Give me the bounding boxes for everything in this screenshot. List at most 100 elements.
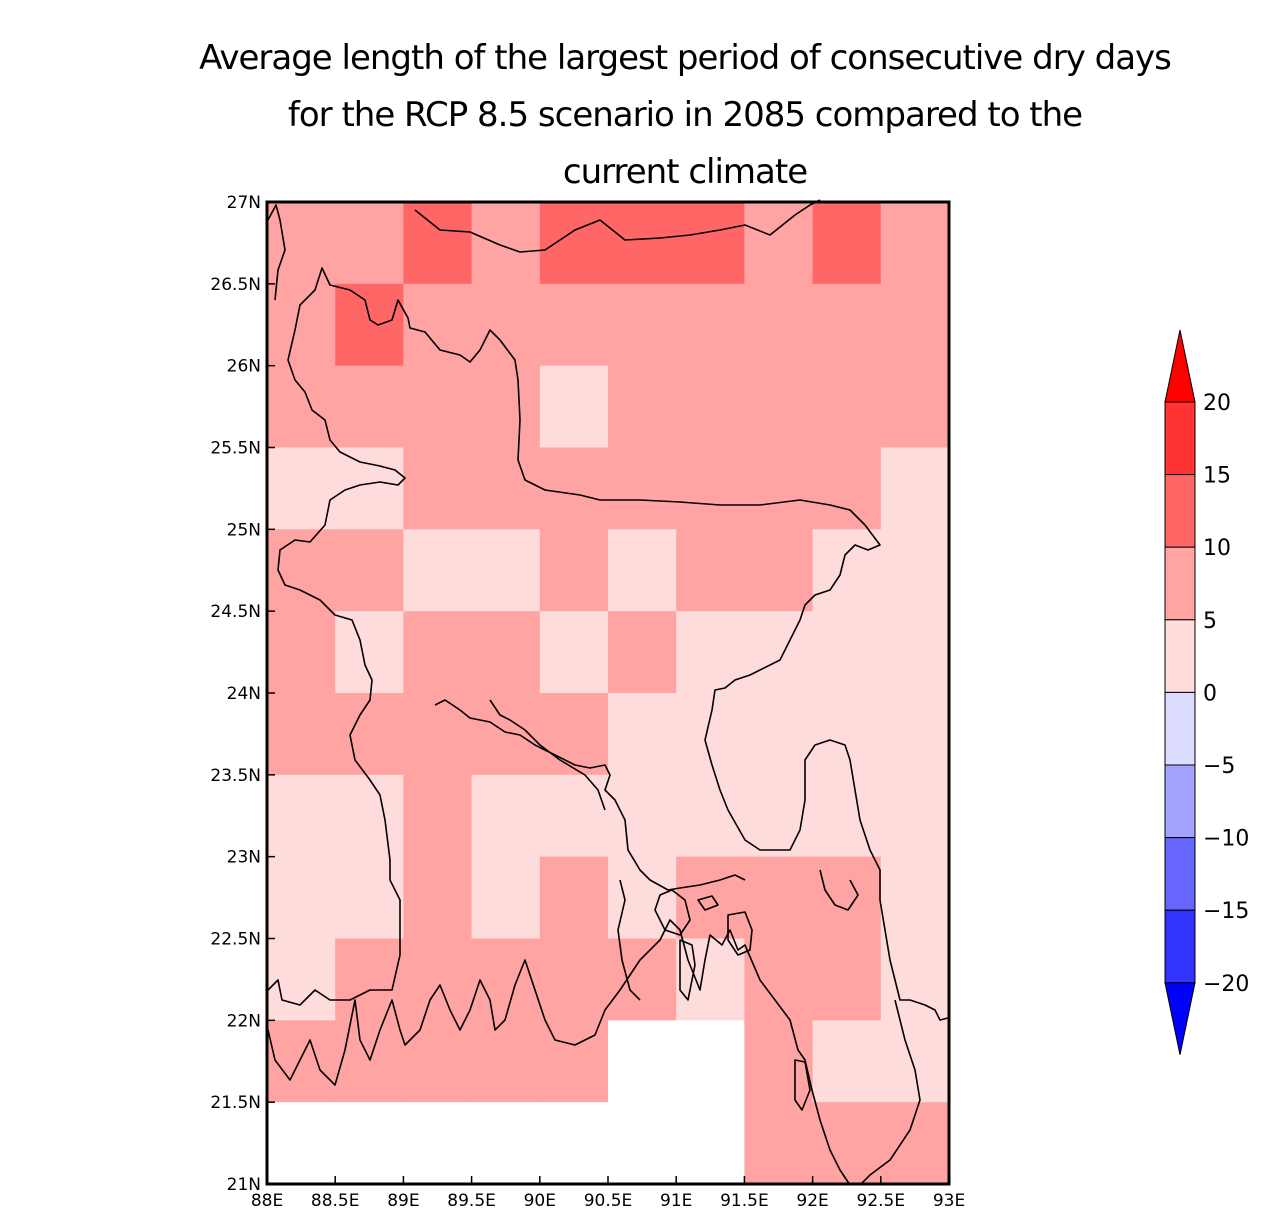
grid-cell: [608, 365, 677, 448]
colorbar-label: −20: [1203, 972, 1249, 997]
grid-cell: [335, 365, 404, 448]
grid-cell: [403, 529, 473, 612]
delta-coast: [267, 919, 851, 1186]
grid-cell: [676, 938, 745, 1021]
grid-cell: [812, 856, 882, 939]
colorbar-arrow-bottom: [1164, 982, 1196, 1055]
grid-cell: [880, 774, 950, 858]
grid-cell: [539, 529, 609, 612]
grid-cell: [471, 447, 541, 530]
grid-cell: [744, 447, 814, 530]
river-padma: [489, 699, 606, 811]
island-hatiya: [727, 911, 753, 956]
grid-cell: [880, 202, 950, 285]
colorbar-swatch: [1164, 909, 1196, 984]
island-small-2: [679, 939, 696, 1001]
y-tick-label: 26N: [227, 357, 261, 377]
colorbar-label: −5: [1203, 754, 1235, 779]
colorbar-swatch: [1164, 619, 1196, 693]
grid-cell: [539, 1102, 609, 1185]
grid-cell: [335, 693, 404, 776]
grid-cell: [812, 1020, 882, 1103]
grid-cell: [539, 202, 609, 285]
grid-cell: [812, 1102, 882, 1185]
grid-cell: [608, 202, 677, 285]
grid-cell: [335, 611, 404, 694]
colorbar-swatch: [1164, 837, 1196, 911]
grid-cell: [403, 365, 473, 448]
y-tick-label: 21N: [227, 1175, 261, 1195]
grid-cell: [676, 693, 745, 776]
colorbar-label: 0: [1203, 681, 1217, 706]
colorbar-label: −10: [1203, 827, 1249, 852]
grid-cell: [539, 1020, 609, 1103]
grid-cell: [471, 365, 541, 448]
grid-cell: [267, 611, 336, 694]
grid-cell: [812, 202, 882, 285]
grid-cell: [539, 365, 609, 448]
grid-cell: [676, 856, 745, 939]
grid-cell: [335, 447, 404, 530]
grid-cell: [812, 693, 882, 776]
grid-cell: [267, 774, 336, 858]
river-brahmaputra: [434, 699, 746, 891]
grid-cell: [539, 693, 609, 776]
title-line-2: for the RCP 8.5 scenario in 2085 compare…: [287, 95, 1083, 135]
grid-cell: [403, 447, 473, 530]
x-tick-label: 92.5E: [857, 1191, 906, 1211]
grid-cell: [880, 283, 950, 367]
grid-cell: [471, 283, 541, 367]
grid-cell: [335, 202, 404, 285]
grid-cell: [880, 365, 950, 448]
grid-cell: [744, 283, 814, 367]
grid-cell: [812, 774, 882, 858]
x-tick-label: 92E: [796, 1191, 828, 1211]
grid-cell: [676, 1020, 745, 1103]
island-small-1: [697, 895, 719, 911]
colorbar-swatch: [1164, 764, 1196, 839]
grid-cell: [880, 1020, 950, 1103]
grid-cell: [608, 529, 677, 612]
y-tick-label: 24N: [227, 684, 261, 704]
grid-cell: [676, 611, 745, 694]
colorbar-label: 5: [1203, 609, 1217, 634]
grid-cell: [471, 529, 541, 612]
grid-cell: [676, 365, 745, 448]
grid-cell: [403, 693, 473, 776]
grid-cell: [744, 856, 814, 939]
grid-cell: [608, 1020, 677, 1103]
grid-cell: [812, 938, 882, 1021]
y-tick-label: 23N: [227, 848, 261, 868]
grid-cell: [471, 1102, 541, 1185]
grid-cell: [744, 529, 814, 612]
grid-cell: [744, 1102, 814, 1185]
grid-cell: [812, 447, 882, 530]
colorbar: 20 15 10 5 0 −5 −10 −15 −20: [1164, 329, 1249, 1055]
grid-cell: [335, 774, 404, 858]
grid-cell: [471, 1020, 541, 1103]
grid-cell: [471, 611, 541, 694]
x-tick-label: 88.5E: [311, 1191, 360, 1211]
grid-cell: [267, 283, 336, 367]
grid-cell: [880, 529, 950, 612]
colorbar-label: 10: [1203, 536, 1231, 561]
grid-cell: [403, 1102, 473, 1185]
colorbar-label: 15: [1203, 464, 1231, 489]
grid-cell: [267, 447, 336, 530]
y-tick-label: 27N: [227, 193, 261, 213]
colorbar-swatch: [1164, 691, 1196, 766]
grid-cell: [880, 447, 950, 530]
river-north-west: [267, 204, 286, 301]
grid-cell: [471, 202, 541, 285]
eastern-hills: [859, 999, 921, 1186]
grid-cell: [471, 938, 541, 1021]
title-line-1: Average length of the largest period of …: [199, 38, 1172, 78]
grid-cell: [880, 938, 950, 1021]
grid-cell: [267, 365, 336, 448]
x-axis: 88E 88.5E 89E 89.5E 90E 90.5E 91E 91.5E 92E 92.5E…: [251, 1176, 965, 1211]
grid-cell: [744, 611, 814, 694]
grid-cell: [880, 856, 950, 939]
grid-cell: [880, 693, 950, 776]
y-tick-label: 22N: [227, 1011, 261, 1031]
